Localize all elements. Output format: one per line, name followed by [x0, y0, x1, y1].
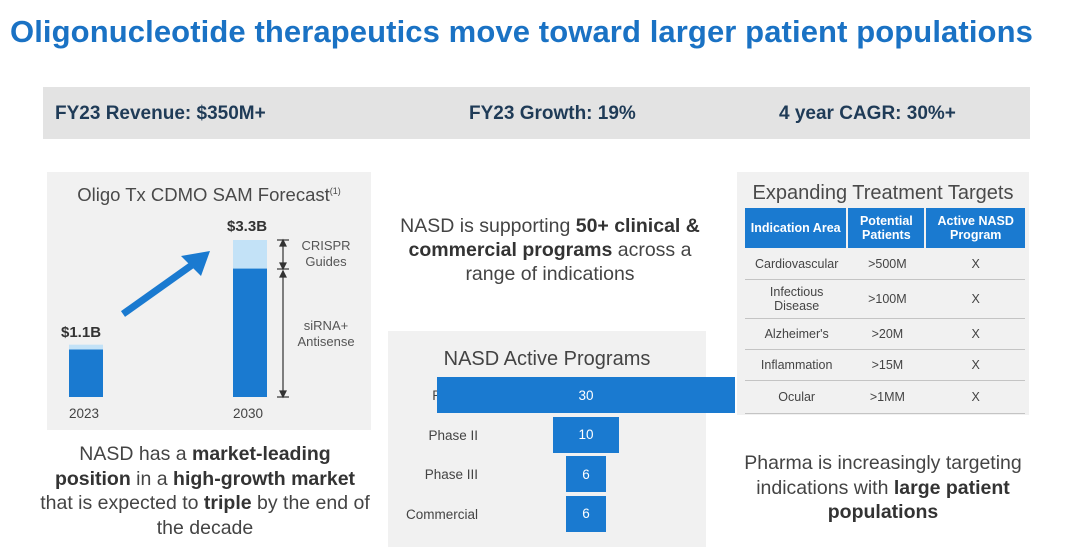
indications-table: Indication Area Potential Patients Activ… — [745, 208, 1025, 414]
nasd-programs-panel: NASD Active Programs Phase I30Phase II10… — [388, 331, 735, 547]
cell-active-program: X — [926, 319, 1025, 350]
bar-2030-value: $3.3B — [227, 218, 268, 235]
funnel-label-commercial: Commercial — [405, 506, 478, 522]
table-row: Cardiovascular >500M X — [745, 248, 1025, 280]
pharma-text: Pharma is increasingly targeting indicat… — [744, 452, 1022, 523]
footnote-marker: (1) — [329, 185, 341, 196]
bar-2023-crispr — [69, 344, 103, 350]
cell-active-program: X — [926, 280, 1025, 319]
market-position-text: NASD has a market-leading position in a … — [40, 443, 370, 539]
crispr-label: CRISPR Guides — [301, 238, 351, 269]
growth-arrow-icon — [120, 257, 202, 317]
funnel-label-phase-iii: Phase III — [424, 467, 478, 482]
header-indication-area: Indication Area — [745, 208, 849, 248]
growth-arrowhead-icon — [181, 251, 210, 276]
bar-2023-value: $1.1B — [61, 324, 102, 341]
cell-patients: >20M — [848, 319, 927, 350]
cell-patients: >15M — [848, 350, 927, 381]
table-row: Inflammation >15M X — [745, 350, 1025, 381]
cell-active-program: X — [926, 381, 1025, 414]
cell-indication: Inflammation — [745, 350, 849, 381]
funnel-bar-phase-iii: 6 — [566, 456, 606, 492]
axis-year-2030: 2030 — [233, 406, 264, 421]
table-row: Infectious Disease >100M X — [745, 280, 1025, 319]
cell-indication: Alzheimer's — [745, 319, 849, 350]
funnel-bar-phase-i: 30 — [437, 377, 735, 413]
funnel-bar-commercial: 6 — [566, 495, 606, 532]
kpi-revenue: FY23 Revenue: $350M+ — [55, 103, 266, 124]
page-title: Oligonucleotide therapeutics move toward… — [10, 14, 1033, 49]
kpi-cagr: 4 year CAGR: 30%+ — [779, 103, 956, 124]
cell-patients: >500M — [848, 248, 927, 280]
center-message-highlight: 50+ clinical & commercial programs — [408, 215, 700, 261]
funnel-label-phase-ii: Phase II — [428, 427, 478, 443]
table-row: Alzheimer's >20M X — [745, 319, 1025, 350]
bar-2023-sirna — [69, 349, 103, 397]
cell-indication: Infectious Disease — [745, 280, 849, 319]
cell-patients: >1MM — [848, 381, 927, 414]
header-potential-patients: Potential Patients — [848, 208, 927, 248]
cell-active-program: X — [926, 248, 1025, 280]
header-active-program: Active NASD Program — [926, 208, 1025, 248]
center-message: NASD is supporting 50+ clinical & commer… — [400, 215, 700, 285]
bar-2030-crispr — [233, 240, 267, 269]
cell-active-program: X — [926, 350, 1025, 381]
sam-forecast-title: Oligo Tx CDMO SAM Forecast(1) — [77, 184, 341, 205]
bar-2030-sirna — [233, 268, 267, 397]
kpi-banner: FY23 Revenue: $350M+ FY23 Growth: 19% 4 … — [43, 87, 1030, 139]
sirna-label: siRNA+ Antisense — [297, 318, 355, 349]
treatment-targets-panel: Expanding Treatment Targets Indication A… — [737, 172, 1029, 415]
kpi-growth: FY23 Growth: 19% — [469, 103, 636, 124]
nasd-programs-title: NASD Active Programs — [443, 348, 651, 370]
funnel-bar-phase-ii: 10 — [553, 416, 619, 453]
axis-year-2023: 2023 — [69, 406, 100, 421]
cell-patients: >100M — [848, 280, 927, 319]
sam-forecast-chart — [69, 238, 289, 399]
treatment-targets-title: Expanding Treatment Targets — [752, 182, 1014, 204]
cell-indication: Cardiovascular — [745, 248, 849, 280]
sam-forecast-panel: Oligo Tx CDMO SAM Forecast(1) $1.1B $3.3… — [47, 172, 371, 430]
cell-indication: Ocular — [745, 381, 849, 414]
table-row: Ocular >1MM X — [745, 381, 1025, 414]
